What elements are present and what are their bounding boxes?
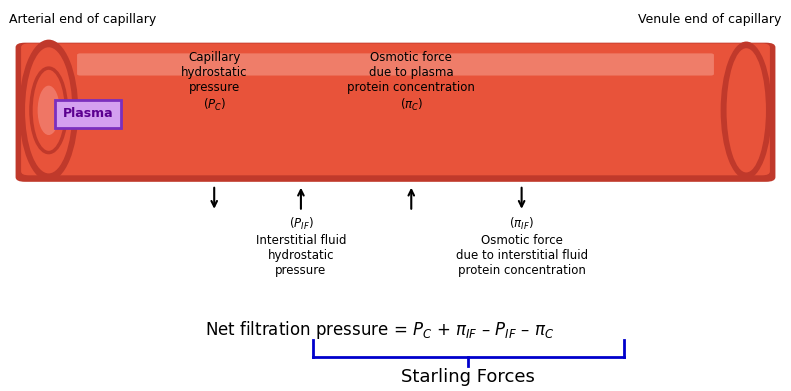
Text: Net filtration pressure = $P_C$ + $π_{IF}$ – $P_{IF}$ – $π_C$: Net filtration pressure = $P_C$ + $π_{IF…: [205, 319, 554, 341]
Ellipse shape: [727, 48, 766, 172]
FancyBboxPatch shape: [21, 43, 770, 175]
Ellipse shape: [19, 39, 78, 181]
Text: $(π_{IF})$
Osmotic force
due to interstitial fluid
protein concentration: $(π_{IF})$ Osmotic force due to intersti…: [456, 215, 588, 276]
Text: Arterial end of capillary: Arterial end of capillary: [9, 13, 157, 26]
FancyBboxPatch shape: [55, 100, 121, 127]
Text: $(P_{IF})$
Interstitial fluid
hydrostatic
pressure: $(P_{IF})$ Interstitial fluid hydrostati…: [255, 215, 346, 276]
Text: Venule end of capillary: Venule end of capillary: [638, 13, 782, 26]
Text: Starling Forces: Starling Forces: [402, 368, 536, 386]
Ellipse shape: [25, 47, 72, 173]
FancyBboxPatch shape: [77, 54, 714, 75]
FancyBboxPatch shape: [16, 43, 775, 182]
Text: Capillary
hydrostatic
pressure
$(P_C)$: Capillary hydrostatic pressure $(P_C)$: [181, 51, 248, 113]
Ellipse shape: [38, 86, 59, 135]
Text: Osmotic force
due to plasma
protein concentration
$(π_C)$: Osmotic force due to plasma protein conc…: [347, 51, 475, 113]
Text: Plasma: Plasma: [62, 107, 113, 120]
Ellipse shape: [721, 41, 772, 179]
